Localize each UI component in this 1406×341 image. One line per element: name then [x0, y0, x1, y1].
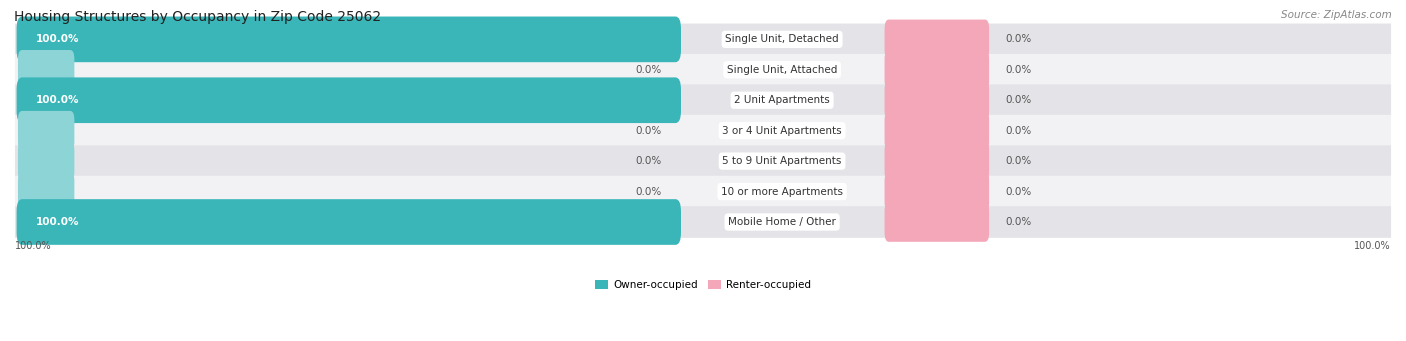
Text: Source: ZipAtlas.com: Source: ZipAtlas.com	[1281, 10, 1392, 20]
FancyBboxPatch shape	[884, 111, 988, 150]
Text: 0.0%: 0.0%	[1005, 34, 1032, 44]
Text: Mobile Home / Other: Mobile Home / Other	[728, 217, 837, 227]
Text: 0.0%: 0.0%	[1005, 217, 1032, 227]
Text: 0.0%: 0.0%	[1005, 126, 1032, 136]
Text: 10 or more Apartments: 10 or more Apartments	[721, 187, 844, 196]
FancyBboxPatch shape	[15, 145, 1391, 177]
Text: 0.0%: 0.0%	[636, 187, 662, 196]
Text: 0.0%: 0.0%	[1005, 65, 1032, 75]
FancyBboxPatch shape	[17, 16, 681, 62]
FancyBboxPatch shape	[17, 77, 681, 123]
Text: 3 or 4 Unit Apartments: 3 or 4 Unit Apartments	[723, 126, 842, 136]
Text: 0.0%: 0.0%	[1005, 156, 1032, 166]
FancyBboxPatch shape	[884, 141, 988, 181]
FancyBboxPatch shape	[18, 111, 75, 150]
Text: 100.0%: 100.0%	[1354, 241, 1391, 251]
Text: 0.0%: 0.0%	[636, 65, 662, 75]
Text: 0.0%: 0.0%	[636, 156, 662, 166]
Text: 100.0%: 100.0%	[35, 95, 79, 105]
Text: 0.0%: 0.0%	[1005, 187, 1032, 196]
Text: 2 Unit Apartments: 2 Unit Apartments	[734, 95, 830, 105]
Text: 100.0%: 100.0%	[35, 34, 79, 44]
Text: Single Unit, Detached: Single Unit, Detached	[725, 34, 839, 44]
Text: 0.0%: 0.0%	[1005, 95, 1032, 105]
Legend: Owner-occupied, Renter-occupied: Owner-occupied, Renter-occupied	[591, 276, 815, 294]
FancyBboxPatch shape	[15, 176, 1391, 207]
FancyBboxPatch shape	[18, 141, 75, 181]
Text: 100.0%: 100.0%	[35, 217, 79, 227]
Text: 0.0%: 0.0%	[636, 126, 662, 136]
FancyBboxPatch shape	[884, 50, 988, 90]
FancyBboxPatch shape	[884, 172, 988, 211]
Text: 5 to 9 Unit Apartments: 5 to 9 Unit Apartments	[723, 156, 842, 166]
FancyBboxPatch shape	[15, 206, 1391, 238]
FancyBboxPatch shape	[15, 54, 1391, 86]
Text: Single Unit, Attached: Single Unit, Attached	[727, 65, 838, 75]
Text: Housing Structures by Occupancy in Zip Code 25062: Housing Structures by Occupancy in Zip C…	[14, 10, 381, 24]
FancyBboxPatch shape	[15, 115, 1391, 147]
Text: 100.0%: 100.0%	[15, 241, 52, 251]
FancyBboxPatch shape	[17, 199, 681, 245]
FancyBboxPatch shape	[884, 202, 988, 242]
FancyBboxPatch shape	[884, 80, 988, 120]
FancyBboxPatch shape	[884, 19, 988, 59]
FancyBboxPatch shape	[15, 24, 1391, 55]
FancyBboxPatch shape	[18, 50, 75, 90]
FancyBboxPatch shape	[18, 172, 75, 211]
FancyBboxPatch shape	[15, 85, 1391, 116]
